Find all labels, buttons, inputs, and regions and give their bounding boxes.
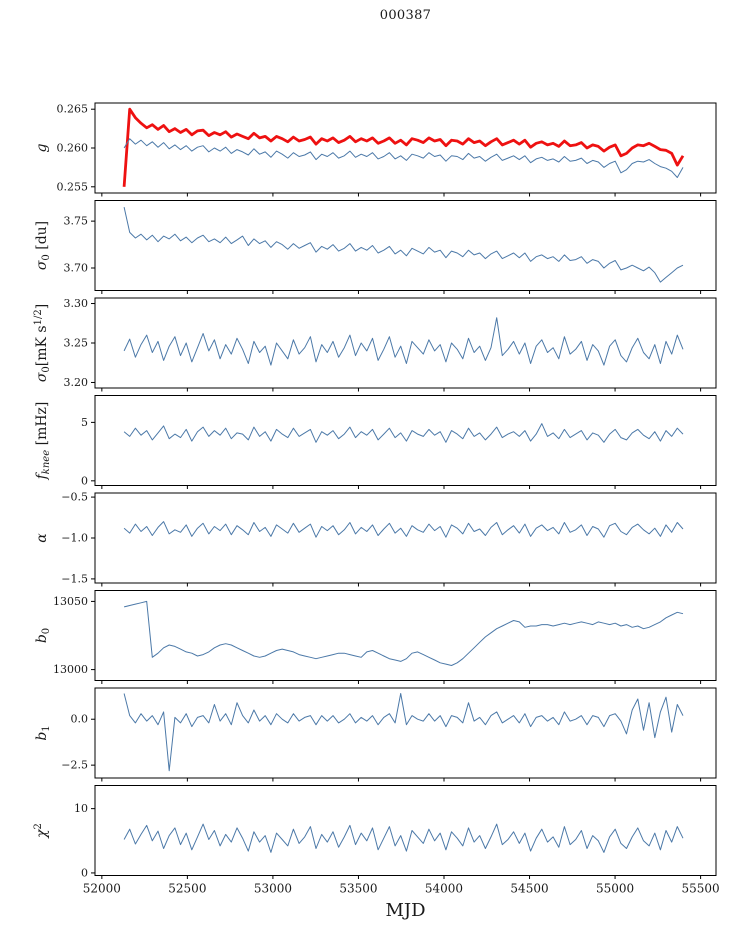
y-axis-label-sigma0-du: σ0 [du] xyxy=(34,221,52,270)
y-tick-label: 0.255 xyxy=(57,180,89,193)
y-axis-label-sigma0-mks: σ0[mK s1/2] xyxy=(33,304,52,382)
y-tick-label: 3.30 xyxy=(64,297,89,310)
y-tick-label: 0 xyxy=(81,866,88,879)
panel-chi2: 10 0 52000 52500 53000 53500 54000 54500 55000 55… xyxy=(33,785,720,896)
y-tick-label: 0.260 xyxy=(57,142,89,155)
y-tick-label: −0.5 xyxy=(61,491,88,504)
y-axis-label-chi2: χ2 xyxy=(33,823,50,839)
panel-b0: 13050 13000 b0 xyxy=(34,590,717,684)
panel-g: 0.265 0.260 0.255 g xyxy=(34,102,717,197)
panel-frame xyxy=(94,785,717,876)
y-tick-label: −1.5 xyxy=(61,572,88,585)
y-tick-label: 0.265 xyxy=(57,103,89,116)
series-chi2 xyxy=(123,823,684,853)
y-tick-label: 13000 xyxy=(53,663,88,676)
x-tick-label: 55000 xyxy=(596,882,634,896)
y-tick-label: 3.20 xyxy=(64,376,89,389)
series-g-red xyxy=(122,107,685,187)
x-tick-label: 55500 xyxy=(682,882,720,896)
y-axis-label-b1: b1 xyxy=(34,725,52,740)
y-axis-label-alpha: α xyxy=(34,533,50,543)
x-tick-label: 52500 xyxy=(168,882,206,896)
panel-sigma0-du: 3.75 3.70 σ0 [du] xyxy=(34,200,717,294)
y-axis-label-fknee: fknee [mHz] xyxy=(34,402,52,481)
series-sigma0-mks xyxy=(123,317,684,366)
x-tick-label: 54000 xyxy=(425,882,463,896)
series-fknee xyxy=(123,423,684,443)
y-tick-label: 10 xyxy=(74,802,88,815)
panel-frame xyxy=(94,590,717,681)
panel-b1: 0.0 −2.5 b1 xyxy=(34,687,717,782)
x-tick-label: 53500 xyxy=(339,882,377,896)
y-tick-label: −2.5 xyxy=(61,759,88,772)
y-tick-label: 3.25 xyxy=(64,337,89,350)
y-tick-label: −1.0 xyxy=(61,532,88,545)
x-tick-label: 52000 xyxy=(83,882,121,896)
x-tick-label: 54500 xyxy=(510,882,548,896)
y-tick-label: 3.75 xyxy=(64,215,89,228)
series-g-blue xyxy=(123,138,684,178)
series-sigma0-du xyxy=(123,206,684,283)
y-tick-label: 0.0 xyxy=(71,713,89,726)
panel-fknee: 5 0 fknee [mHz] xyxy=(34,395,717,489)
figure-title: 000387 xyxy=(379,8,432,23)
panel-frame xyxy=(94,200,717,291)
series-b1 xyxy=(123,693,684,772)
y-tick-label: 0 xyxy=(81,474,88,487)
y-tick-label: 13050 xyxy=(53,595,88,608)
panel-frame xyxy=(94,395,717,486)
y-tick-label: 5 xyxy=(81,416,88,429)
y-axis-label-g: g xyxy=(34,143,50,152)
panel-frame xyxy=(94,687,717,779)
panel-sigma0-mks: 3.30 3.25 3.20 σ0[mK s1/2] xyxy=(33,297,717,392)
x-axis-label: MJD xyxy=(385,900,426,921)
panel-frame xyxy=(94,492,717,584)
y-axis-label-b0: b0 xyxy=(34,628,52,643)
y-tick-label: 3.70 xyxy=(64,262,89,275)
x-tick-label: 53000 xyxy=(254,882,292,896)
panel-alpha: −0.5 −1.0 −1.5 α xyxy=(34,491,717,587)
series-alpha xyxy=(123,521,684,538)
series-b0 xyxy=(123,600,684,666)
panel-frame xyxy=(94,297,717,389)
